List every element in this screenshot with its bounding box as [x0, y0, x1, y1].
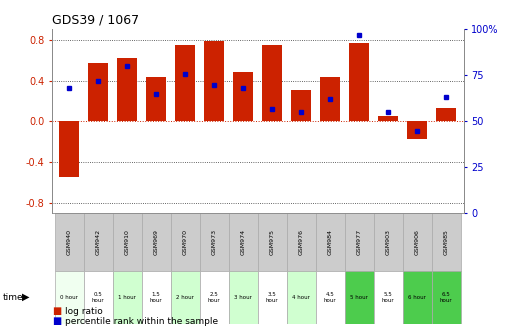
- Bar: [431, 271, 461, 324]
- Bar: [142, 213, 171, 271]
- Text: 1.5
hour: 1.5 hour: [150, 292, 163, 303]
- Text: GSM940: GSM940: [67, 229, 71, 255]
- Bar: [204, 41, 224, 121]
- Bar: [59, 121, 79, 177]
- Text: GSM985: GSM985: [444, 229, 449, 255]
- Bar: [258, 271, 286, 324]
- Bar: [378, 116, 398, 121]
- Text: 3 hour: 3 hour: [234, 295, 252, 300]
- Text: 0 hour: 0 hour: [60, 295, 78, 300]
- Bar: [88, 63, 108, 121]
- Text: GSM976: GSM976: [299, 229, 304, 255]
- Bar: [200, 213, 229, 271]
- Bar: [373, 213, 402, 271]
- Bar: [117, 58, 137, 121]
- Text: GSM906: GSM906: [415, 229, 420, 255]
- Bar: [142, 271, 171, 324]
- Text: GSM977: GSM977: [357, 229, 362, 255]
- Bar: [286, 271, 315, 324]
- Bar: [402, 271, 431, 324]
- Text: percentile rank within the sample: percentile rank within the sample: [65, 317, 218, 326]
- Text: GSM973: GSM973: [212, 229, 217, 255]
- Bar: [55, 271, 84, 324]
- Text: log ratio: log ratio: [65, 307, 103, 316]
- Text: GSM942: GSM942: [96, 229, 100, 255]
- Bar: [349, 43, 369, 121]
- Bar: [171, 213, 200, 271]
- Bar: [320, 77, 340, 121]
- Bar: [55, 213, 84, 271]
- Bar: [291, 90, 311, 121]
- Bar: [344, 213, 373, 271]
- Text: GSM984: GSM984: [328, 229, 333, 255]
- Bar: [84, 213, 113, 271]
- Bar: [258, 213, 286, 271]
- Text: 4.5
hour: 4.5 hour: [324, 292, 337, 303]
- Text: 6 hour: 6 hour: [408, 295, 426, 300]
- Text: GSM910: GSM910: [125, 229, 130, 255]
- Bar: [229, 271, 258, 324]
- Bar: [262, 45, 282, 121]
- Bar: [344, 271, 373, 324]
- Bar: [407, 121, 427, 139]
- Text: 6.5
hour: 6.5 hour: [440, 292, 453, 303]
- Text: 3.5
hour: 3.5 hour: [266, 292, 279, 303]
- Text: GSM970: GSM970: [183, 229, 188, 255]
- Text: GSM974: GSM974: [241, 229, 246, 255]
- Bar: [146, 77, 166, 121]
- Text: 1 hour: 1 hour: [118, 295, 136, 300]
- Bar: [402, 213, 431, 271]
- Text: GSM975: GSM975: [270, 229, 275, 255]
- Bar: [113, 213, 142, 271]
- Text: 5 hour: 5 hour: [350, 295, 368, 300]
- Text: 5.5
hour: 5.5 hour: [382, 292, 395, 303]
- Bar: [175, 45, 195, 121]
- Bar: [431, 213, 461, 271]
- Text: ▶: ▶: [22, 292, 29, 302]
- Text: ■: ■: [52, 306, 61, 316]
- Bar: [315, 213, 344, 271]
- Text: ■: ■: [52, 316, 61, 326]
- Text: GDS39 / 1067: GDS39 / 1067: [52, 14, 139, 27]
- Bar: [373, 271, 402, 324]
- Bar: [315, 271, 344, 324]
- Bar: [286, 213, 315, 271]
- Bar: [171, 271, 200, 324]
- Text: time: time: [3, 293, 23, 302]
- Bar: [200, 271, 229, 324]
- Bar: [113, 271, 142, 324]
- Bar: [229, 213, 258, 271]
- Text: 2.5
hour: 2.5 hour: [208, 292, 221, 303]
- Text: GSM969: GSM969: [154, 229, 159, 255]
- Text: 4 hour: 4 hour: [292, 295, 310, 300]
- Bar: [84, 271, 113, 324]
- Text: GSM903: GSM903: [386, 229, 391, 255]
- Bar: [436, 108, 456, 121]
- Text: 0.5
hour: 0.5 hour: [92, 292, 105, 303]
- Text: 2 hour: 2 hour: [176, 295, 194, 300]
- Bar: [233, 72, 253, 121]
